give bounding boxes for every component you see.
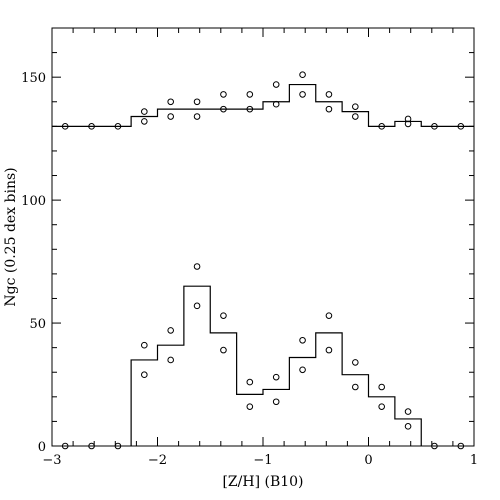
data-point — [193, 302, 201, 310]
plot-border — [51, 27, 475, 447]
data-point — [193, 98, 201, 106]
data-point — [272, 81, 280, 88]
data-point — [167, 113, 174, 120]
x-tick-label: 1 — [470, 453, 478, 468]
data-point — [299, 336, 306, 344]
data-point — [88, 123, 95, 130]
plot-frame — [51, 27, 475, 447]
data-point — [61, 123, 69, 130]
tick-labels: −3 −2 −1 0 1 0 50 100 150 — [21, 71, 478, 468]
x-tick-label: 0 — [364, 453, 372, 468]
y-tick-label: 50 — [29, 317, 46, 332]
data-point — [246, 403, 254, 410]
data-point — [220, 91, 227, 98]
data-point — [404, 423, 412, 430]
data-point — [299, 366, 306, 374]
data-point — [193, 113, 201, 120]
data-point — [88, 442, 95, 450]
data-point — [272, 373, 280, 381]
data-point — [325, 91, 333, 98]
data-point — [325, 312, 333, 319]
y-tick-label: 100 — [21, 194, 46, 209]
data-point — [167, 327, 174, 334]
data-point — [404, 408, 412, 415]
x-tick-label: −3 — [42, 453, 61, 468]
data-point — [167, 98, 174, 106]
data-point — [114, 123, 122, 130]
data-point — [299, 91, 306, 98]
y-tick-label: 0 — [38, 440, 46, 455]
axis-ticks — [51, 27, 475, 447]
data-point — [352, 359, 359, 366]
data-point — [378, 383, 385, 391]
x-tick-label: −1 — [253, 453, 272, 468]
data-point — [246, 105, 254, 113]
series-layer — [52, 71, 474, 450]
data-point — [167, 356, 174, 364]
data-point — [378, 403, 385, 410]
data-point — [220, 105, 227, 113]
data-point — [220, 312, 227, 319]
data-point — [457, 123, 465, 130]
x-axis-label: [Z/H] (B10) — [222, 474, 303, 490]
data-point — [141, 341, 148, 349]
data-point — [352, 113, 359, 120]
data-point — [141, 371, 148, 378]
data-point — [141, 118, 148, 125]
data-point — [404, 120, 412, 128]
data-point — [299, 71, 306, 79]
data-point — [325, 346, 333, 354]
data-point — [246, 378, 254, 386]
x-tick-label: −2 — [148, 453, 167, 468]
data-point — [325, 105, 333, 113]
data-point — [272, 398, 280, 406]
data-point — [220, 346, 227, 354]
histogram-step-line — [52, 83, 474, 127]
y-axis-label: Ngc (0.25 dex bins) — [3, 167, 19, 306]
data-point — [352, 383, 359, 391]
data-point — [61, 442, 69, 450]
data-point — [272, 100, 280, 108]
data-point — [114, 442, 122, 450]
histogram-step-line — [130, 285, 422, 446]
data-point — [431, 123, 438, 130]
data-point — [378, 123, 385, 130]
data-point — [457, 442, 465, 450]
data-point — [141, 108, 148, 115]
data-point — [352, 103, 359, 110]
data-point — [404, 115, 412, 123]
data-point — [246, 91, 254, 98]
data-point — [431, 442, 438, 450]
y-tick-label: 150 — [21, 71, 46, 86]
data-point — [193, 263, 201, 270]
